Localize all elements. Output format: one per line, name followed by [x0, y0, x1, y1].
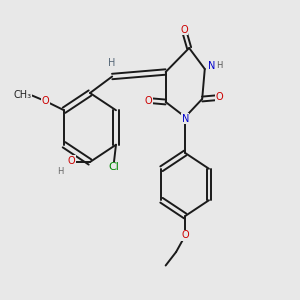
- Text: Cl: Cl: [108, 162, 119, 172]
- Text: O: O: [42, 96, 50, 106]
- Text: H: H: [216, 61, 222, 70]
- Text: O: O: [145, 95, 152, 106]
- Text: O: O: [182, 230, 189, 241]
- Text: N: N: [182, 113, 189, 124]
- Text: N: N: [208, 61, 215, 71]
- Text: O: O: [68, 155, 76, 166]
- Text: O: O: [182, 230, 189, 241]
- Text: H: H: [109, 58, 116, 68]
- Text: H: H: [57, 167, 63, 176]
- Text: O: O: [67, 157, 74, 167]
- Text: O: O: [180, 25, 188, 35]
- Text: Cl: Cl: [108, 162, 119, 172]
- Text: H: H: [109, 58, 116, 68]
- Text: N: N: [182, 113, 189, 124]
- Text: O: O: [42, 96, 50, 106]
- Text: O: O: [145, 95, 152, 106]
- Text: CH₃: CH₃: [13, 90, 32, 100]
- Text: O: O: [215, 92, 223, 103]
- Text: CH₃: CH₃: [13, 90, 32, 100]
- Text: O: O: [180, 25, 188, 35]
- Text: O: O: [215, 92, 223, 103]
- Text: H: H: [57, 167, 63, 176]
- Text: H: H: [216, 61, 222, 70]
- Text: N: N: [208, 61, 215, 71]
